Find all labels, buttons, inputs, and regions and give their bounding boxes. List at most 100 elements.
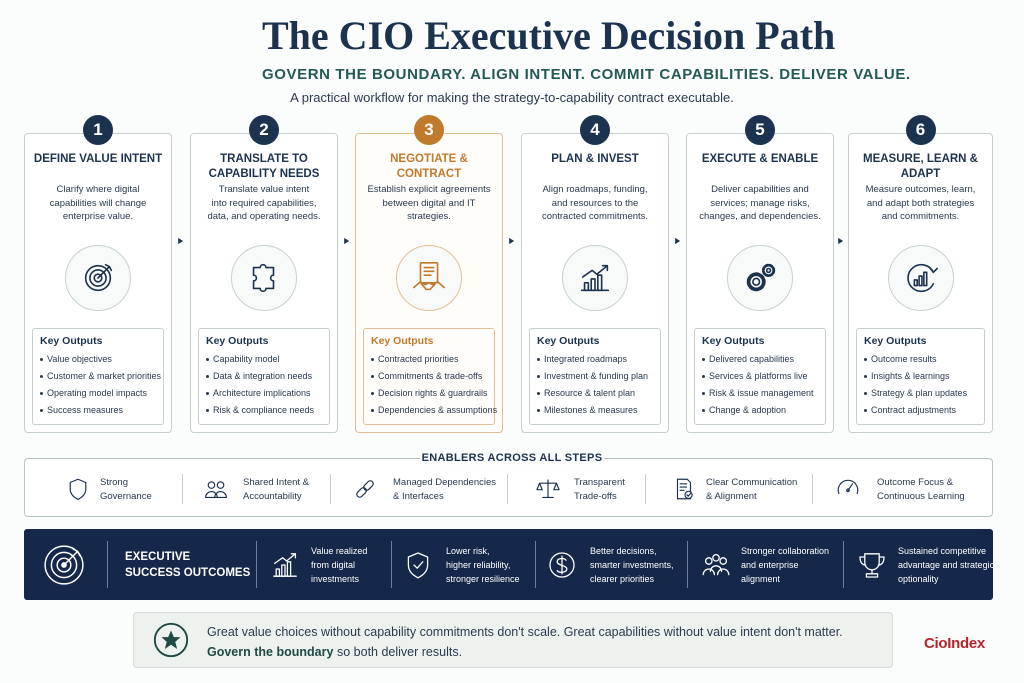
icon-circle [562,245,628,311]
enabler-label: & Interfaces [393,491,444,502]
brand: CioIndex [924,635,985,652]
outcome-label: clearer priorities [590,574,655,584]
step-description: data, and operating needs. [207,211,321,222]
outputs-box [363,328,495,425]
output-item: Operating model impacts [47,388,148,398]
bullet [537,357,540,361]
bullet [371,374,374,378]
output-item: Risk & compliance needs [213,405,315,415]
step-description: and adapt both strategies [866,197,975,209]
arrow [674,237,680,245]
outcomes-icon-part [50,551,78,579]
enabler-icon-part [686,492,692,497]
arrow-part [343,237,349,245]
step-description: into required capabilities, [211,197,317,209]
enabler-label: Strong [100,477,128,488]
output-item: Risk & issue management [709,388,814,398]
bullet [40,374,43,378]
enablers-box [24,458,993,517]
bullet [537,374,540,378]
bullet [864,391,867,395]
enabler-icon-part [205,491,227,499]
outputs-title: Key Outputs [702,335,765,347]
bullet [371,391,374,395]
enabler-icon-part [356,487,367,498]
step-number: 4 [590,120,600,139]
step-icon [906,263,938,293]
enabler-label: Accountability [243,491,302,502]
tagline: GOVERN THE BOUNDARY. ALIGN INTENT. COMMI… [262,66,911,83]
step-number-badge [905,115,936,145]
output-item: Services & platforms live [709,371,808,381]
outcome-icon-part [413,561,424,569]
enabler-icon [837,479,859,495]
enabler-icon [69,478,87,500]
enabler-icon-part [837,479,859,495]
step-title: DEFINE VALUE INTENT [33,152,163,165]
outputs-title: Key Outputs [371,335,434,347]
step-description: Align roadmaps, funding, [542,184,648,195]
step-description: Clarify where digital [56,184,140,195]
enabler-label: Transparent [574,477,625,488]
outcome-label: advantage and strategic [898,560,995,570]
enabler-icon [536,479,560,499]
outcome-icon-part [719,557,728,565]
bullet [206,357,209,361]
step-title: TRANSLATE TO [220,152,308,165]
step-description: strategies. [407,211,451,222]
step-icon-part [581,264,609,278]
outputs-box [198,328,330,425]
step-icon-part [252,263,275,293]
outcome-icon-part [286,561,292,577]
step-icon [746,263,776,292]
outcomes-icon-part [56,557,72,573]
step-icon-part [423,266,435,276]
step-icon-part [597,274,603,292]
outcomes-icon-part [63,548,81,566]
divider [812,474,813,504]
outcome-icon-part [281,564,286,577]
outcome-icon-part [704,557,713,565]
output-item: Resource & talent plan [544,388,636,398]
step-icon-part [590,278,596,292]
step-number: 1 [93,120,103,139]
outcome-icon-part [275,568,281,577]
bullet [702,391,705,395]
step-number: 6 [915,120,926,139]
step-title: NEGOTIATE & [390,152,468,165]
outcome-label: optionality [898,574,939,584]
step-icon [412,261,446,291]
step-title: CONTRACT [396,167,462,180]
enabler-icon-part [536,479,560,499]
arrow [343,237,349,245]
divider [391,541,392,588]
output-item: Dependencies & assumptions [378,405,498,415]
output-item: Contract adjustments [871,405,957,415]
output-item: Integrated roadmaps [544,354,628,364]
outcome-label: stronger resilience [446,574,520,584]
outcome-icon [859,553,885,578]
step-icon-part [97,263,113,279]
outcome-label: investments [311,574,360,584]
bullet [864,374,867,378]
step-description: contracted commitments. [541,211,649,222]
output-item: Strategy & plan updates [871,388,968,398]
outcome-icon [407,552,429,579]
outputs-title: Key Outputs [864,335,927,347]
step-icon-part [419,261,439,284]
output-item: Contracted priorities [378,354,459,364]
bullet [537,391,540,395]
icon-circle [396,245,462,311]
step-icon-part [93,273,103,283]
step-description: capabilities will change [49,197,147,209]
outcome-label: Sustained competitive [898,546,987,556]
enablers-title: ENABLERS ACROSS ALL STEPS [421,452,603,464]
arrow-part [674,237,680,245]
outcome-label: alignment [741,574,781,584]
step-number-badge [580,115,610,145]
bullet [206,408,209,412]
step-description: between digital and IT [382,197,476,209]
output-item: Change & adoption [709,405,787,415]
outputs-box [529,328,661,425]
